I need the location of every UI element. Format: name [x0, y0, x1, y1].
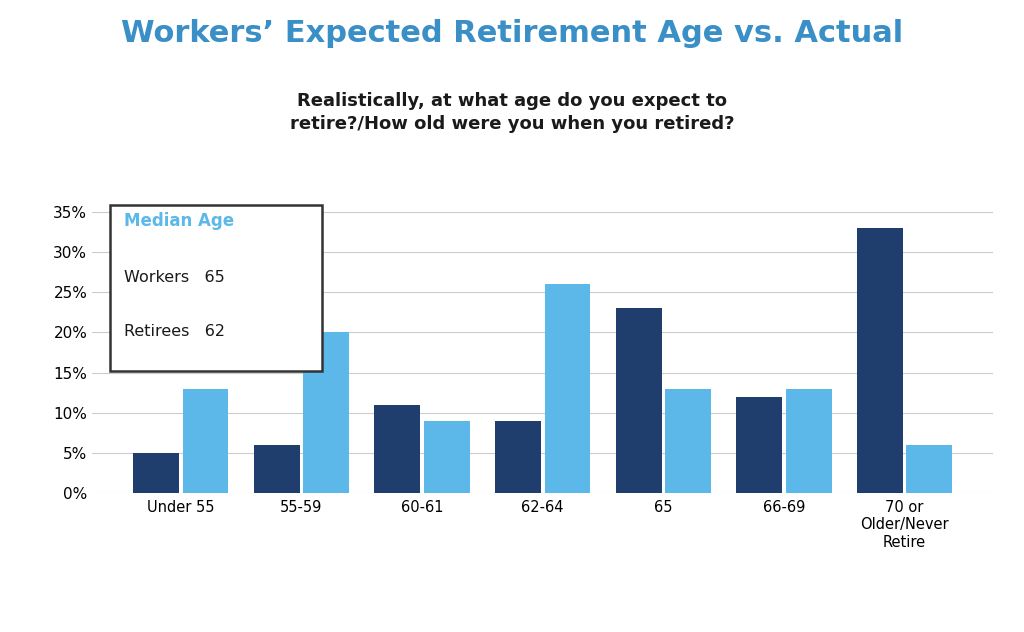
- Bar: [666, 389, 711, 493]
- Text: Workers’ Expected Retirement Age vs. Actual: Workers’ Expected Retirement Age vs. Act…: [121, 19, 903, 48]
- Text: Workers   65: Workers 65: [124, 270, 224, 285]
- Bar: [857, 228, 903, 493]
- Bar: [495, 421, 541, 493]
- Bar: [615, 308, 662, 493]
- Bar: [303, 332, 349, 493]
- Bar: [785, 389, 831, 493]
- Bar: [736, 397, 782, 493]
- Text: Realistically, at what age do you expect to
retire?/How old were you when you re: Realistically, at what age do you expect…: [290, 92, 734, 133]
- Bar: [545, 284, 591, 493]
- Bar: [906, 445, 952, 493]
- Bar: [182, 389, 228, 493]
- Bar: [133, 453, 179, 493]
- Bar: [254, 445, 300, 493]
- Bar: [375, 404, 420, 493]
- Text: Median Age: Median Age: [124, 212, 233, 229]
- Bar: [424, 421, 470, 493]
- Legend: Workers (n=958), Retirees (n=1,115): Workers (n=958), Retirees (n=1,115): [296, 630, 645, 632]
- FancyBboxPatch shape: [111, 205, 322, 371]
- Text: Retirees   62: Retirees 62: [124, 324, 224, 339]
